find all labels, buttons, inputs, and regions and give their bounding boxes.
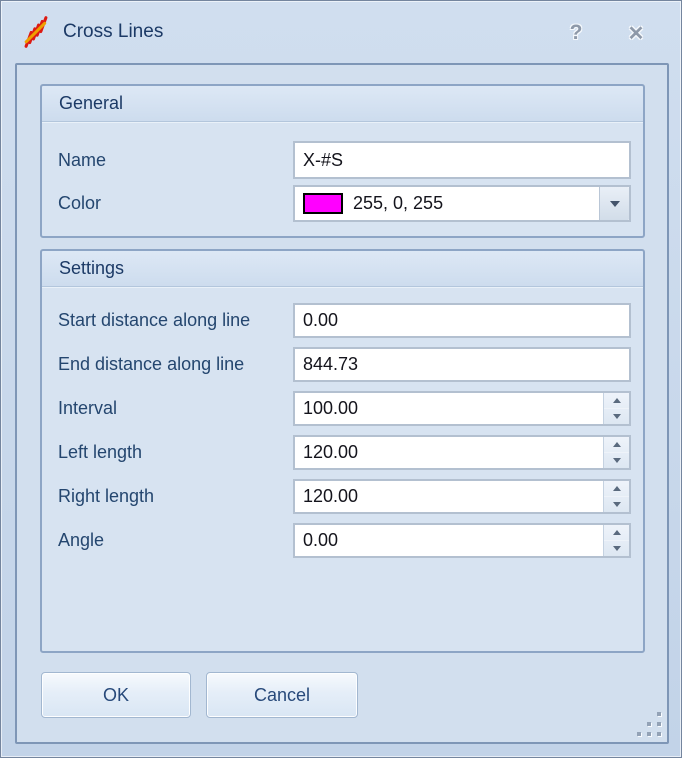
angle-field [293, 523, 631, 558]
angle-spinner [603, 525, 629, 556]
group-settings-title: Settings [59, 258, 125, 278]
triangle-down-icon [612, 546, 621, 551]
left-length-label: Left length [58, 442, 143, 462]
end-distance-input[interactable] [295, 349, 629, 380]
angle-input[interactable] [295, 525, 603, 556]
triangle-up-icon [612, 486, 621, 491]
color-label: Color [58, 193, 102, 213]
triangle-up-icon [612, 530, 621, 535]
group-general-title: General [59, 93, 124, 113]
grip-dot [657, 712, 661, 716]
grip-dot [657, 732, 661, 736]
start-distance-input[interactable] [295, 305, 629, 336]
group-settings-header: Settings [42, 251, 643, 287]
name-label: Name [58, 149, 107, 170]
help-button[interactable]: ? [561, 18, 591, 48]
name-input[interactable] [295, 143, 629, 177]
start-distance-label: Start distance along line [58, 310, 251, 330]
right-length-label: Right length [58, 486, 155, 506]
start-distance-row: Start distance along line [58, 303, 631, 338]
left-length-input[interactable] [295, 437, 603, 468]
interval-spin-up-button[interactable] [604, 393, 629, 409]
left-length-field [293, 435, 631, 470]
ok-button[interactable]: OK [41, 672, 191, 718]
end-distance-field [293, 347, 631, 382]
color-value: 255, 0, 255 [353, 193, 444, 213]
grip-dot [657, 722, 661, 726]
triangle-down-icon [612, 414, 621, 419]
color-combobox[interactable]: 255, 0, 255 [293, 185, 631, 222]
interval-field [293, 391, 631, 426]
window-title: Cross Lines [63, 21, 164, 42]
title-bar[interactable]: Cross Lines ? ✕ [1, 1, 681, 63]
start-distance-field [293, 303, 631, 338]
group-general-header: General [42, 86, 643, 122]
right-length-row: Right length [58, 479, 631, 514]
angle-row: Angle [58, 523, 631, 558]
right-length-input[interactable] [295, 481, 603, 512]
dialog-body: General Name Color 255, 0, 255 [15, 63, 669, 744]
left-length-row: Left length [58, 435, 631, 470]
grip-dot [647, 732, 651, 736]
right-length-spin-down-button[interactable] [604, 497, 629, 512]
interval-row: Interval [58, 391, 631, 426]
left-length-spinner [603, 437, 629, 468]
cancel-button[interactable]: Cancel [206, 672, 358, 718]
triangle-up-icon [612, 398, 621, 403]
interval-spin-down-button[interactable] [604, 409, 629, 424]
color-dropdown-button[interactable] [599, 187, 629, 220]
angle-spin-down-button[interactable] [604, 541, 629, 556]
color-swatch [303, 193, 343, 214]
group-settings: Settings Start distance along line End d… [40, 249, 645, 653]
angle-label: Angle [58, 530, 105, 550]
left-length-spin-down-button[interactable] [604, 453, 629, 468]
help-icon: ? [569, 21, 583, 44]
end-distance-row: End distance along line [58, 347, 631, 382]
cross-lines-icon [24, 16, 48, 48]
name-field [293, 141, 631, 179]
right-length-field [293, 479, 631, 514]
resize-grip[interactable] [637, 712, 663, 738]
right-length-spinner [603, 481, 629, 512]
group-general: General Name Color 255, 0, 255 [40, 84, 645, 238]
left-length-spin-up-button[interactable] [604, 437, 629, 453]
color-row: Color 255, 0, 255 [58, 185, 631, 222]
triangle-up-icon [612, 442, 621, 447]
chevron-down-icon [609, 200, 620, 207]
grip-dot [647, 722, 651, 726]
triangle-down-icon [612, 502, 621, 507]
end-distance-label: End distance along line [58, 354, 245, 374]
angle-spin-up-button[interactable] [604, 525, 629, 541]
interval-spinner [603, 393, 629, 424]
interval-label: Interval [58, 398, 118, 418]
close-button[interactable]: ✕ [621, 18, 651, 48]
grip-dot [637, 732, 641, 736]
right-length-spin-up-button[interactable] [604, 481, 629, 497]
close-icon: ✕ [627, 22, 645, 45]
name-row: Name [58, 141, 631, 179]
interval-input[interactable] [295, 393, 603, 424]
triangle-down-icon [612, 458, 621, 463]
